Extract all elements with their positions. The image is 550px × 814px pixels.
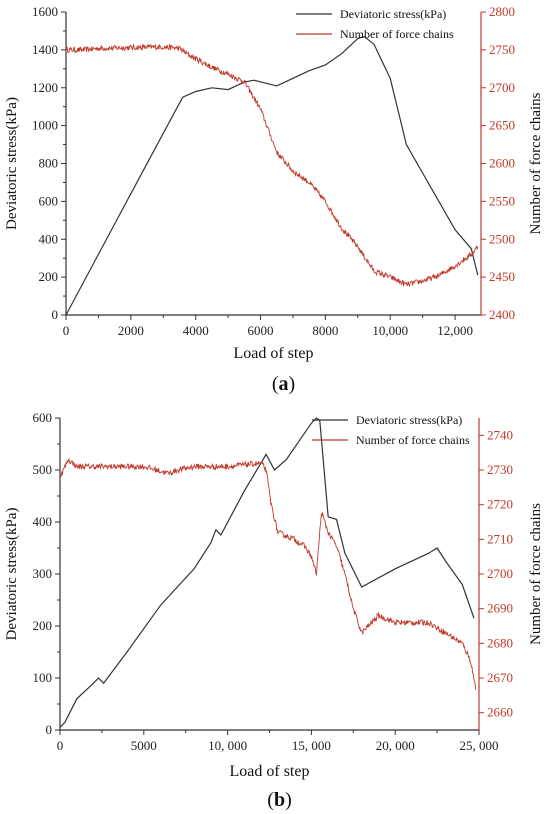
legend-entry: Number of force chains [356,433,470,447]
y-right-tick-label: 2670 [487,670,513,685]
legend-entry: Deviatoric stress(kPa) [340,7,446,21]
x-tick-label: 0 [57,738,64,753]
y-right-tick-label: 2600 [489,156,515,171]
x-tick-label: 0 [63,323,70,338]
y-right-tick-label: 2650 [489,118,515,133]
x-tick-label: 15, 000 [292,738,331,753]
y-left-axis-label: Deviatoric stress(kPa) [4,97,20,230]
x-tick-label: 2000 [118,323,144,338]
y-right-tick-label: 2730 [487,462,513,477]
y-right-tick-label: 2680 [487,635,513,650]
y-right-tick-label: 2450 [489,269,515,284]
series-line-deviatoric-stress [65,35,479,316]
y-right-tick-label: 2500 [489,231,515,246]
y-right-tick-label: 2550 [489,193,515,208]
y-left-tick-label: 200 [33,618,53,633]
legend-entry: Number of force chains [340,27,454,41]
x-tick-label: 10, 000 [208,738,247,753]
y-left-tick-label: 400 [33,514,53,529]
panel-label: (a) [272,373,295,395]
y-left-axis-label: Deviatoric stress(kPa) [4,508,20,641]
legend-entry: Deviatoric stress(kPa) [356,413,462,427]
y-left-tick-label: 100 [33,670,53,685]
y-right-tick-label: 2660 [487,705,513,720]
y-left-tick-label: 1600 [32,4,58,19]
y-right-tick-label: 2710 [487,531,513,546]
y-left-tick-label: 600 [33,410,53,425]
y-right-axis-label: Number of force chains [528,92,544,234]
y-left-tick-label: 0 [52,307,59,322]
y-left-tick-label: 1000 [32,118,58,133]
y-left-tick-label: 800 [39,156,59,171]
y-left-tick-label: 200 [39,269,59,284]
y-right-tick-label: 2690 [487,601,513,616]
y-left-tick-label: 600 [39,193,59,208]
x-axis-label: Load of step [230,763,310,780]
y-left-tick-label: 400 [39,231,59,246]
x-axis-label: Load of step [234,345,314,362]
series-line-force-chains [65,43,479,288]
chart-panel-a: 0 2000 4000 6000 8000 10,000 12,000 0 200 400 600 8… [4,4,544,395]
x-tick-label: 25, 000 [460,738,499,753]
y-right-axis-label: Number of force chains [528,503,544,645]
x-tick-label: 5000 [131,738,157,753]
y-right-tick-label: 2700 [489,80,515,95]
y-right-tick-label: 2750 [489,42,515,57]
y-right-tick-label: 2740 [487,427,513,442]
chart-panel-b: 0 5000 10, 000 15, 000 20, 000 25, 000 0 100 200… [4,410,544,811]
x-tick-label: 8000 [312,323,338,338]
x-tick-label: 4000 [183,323,209,338]
y-left-tick-label: 1200 [32,80,58,95]
panel-label: (b) [267,789,291,811]
y-right-tick-label: 2700 [487,566,513,581]
x-tick-label: 10,000 [372,323,408,338]
y-left-tick-label: 1400 [32,42,58,57]
series-line-force-chains [59,458,477,690]
x-tick-label: 12,000 [437,323,473,338]
y-left-tick-label: 300 [33,566,53,581]
y-right-tick-label: 2400 [489,307,515,322]
x-tick-label: 6000 [248,323,274,338]
y-right-tick-label: 2800 [489,4,515,19]
y-left-tick-label: 500 [33,462,53,477]
x-tick-label: 20, 000 [376,738,415,753]
y-left-tick-label: 0 [46,722,53,737]
series-line-deviatoric-stress [59,417,475,728]
y-right-tick-label: 2720 [487,497,513,512]
